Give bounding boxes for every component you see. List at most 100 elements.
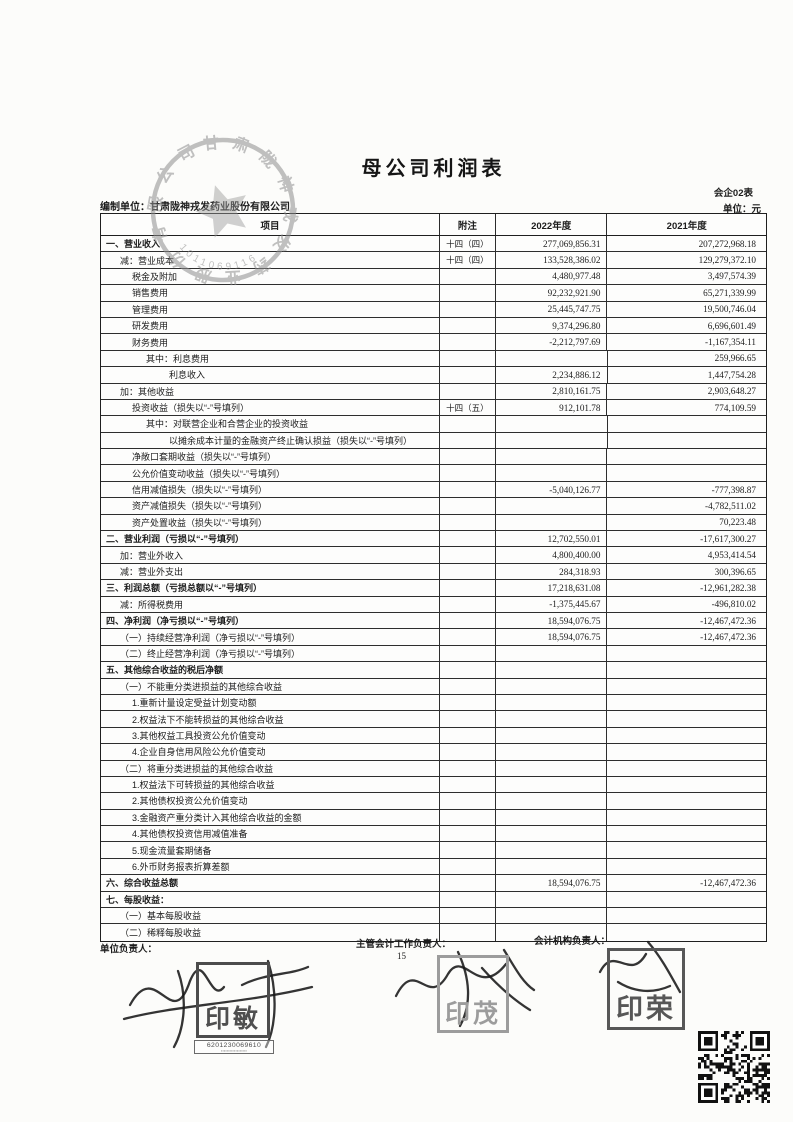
row-note [440, 317, 496, 334]
row-2022-value [496, 449, 608, 465]
seal-text: 印敏 [204, 1005, 261, 1033]
row-2022-value: 4,480,977.48 [496, 268, 608, 285]
table-row: 净敞口套期收益（损失以“-”号填列） [101, 449, 766, 466]
row-note [440, 301, 496, 317]
row-2021-value: -777,398.87 [711, 484, 756, 495]
row-item-label: （二）将重分类进损益的其他综合收益 [101, 760, 440, 776]
row-item-label: 税金及附加 [101, 268, 440, 285]
table-row: 其中：利息费用 259,966.65 [101, 350, 766, 368]
row-2022-value [496, 924, 608, 941]
row-item-label: （一）持续经营净利润（净亏损以“-”号填列） [101, 629, 440, 645]
row-note: 十四（四） [440, 252, 496, 268]
row-2021-value [607, 695, 766, 710]
row-2021-value: 70,223.48 [719, 517, 756, 528]
row-2021-value: -496,810.02 [711, 599, 757, 610]
row-2021-value [607, 662, 766, 677]
row-2021-value [607, 711, 766, 726]
row-note [440, 481, 496, 498]
row-2022-value [496, 711, 608, 727]
row-2022-value [496, 858, 608, 875]
row-2021-value [607, 777, 766, 792]
row-note [440, 727, 496, 744]
row-2021-value [607, 449, 766, 464]
row-2021-value: 6,696,601.49 [707, 320, 756, 331]
row-note [440, 793, 496, 809]
row-2022-value: 92,232,921.90 [496, 285, 608, 301]
row-item-label: 2.其他债权投资公允价值变动 [101, 793, 440, 809]
table-row: 公允价值变动收益（损失以“-”号填列） [101, 465, 766, 482]
row-note [440, 531, 496, 547]
row-2021-value [607, 908, 766, 923]
row-item-label: 减：营业外支出 [101, 563, 440, 580]
row-item-label: 三、利润总额（亏损总额以“-”号填列） [101, 580, 440, 596]
row-2022-value [496, 645, 608, 662]
row-note [440, 334, 496, 350]
row-note [440, 858, 496, 875]
row-note [440, 563, 496, 580]
row-2022-value [496, 842, 608, 858]
seal-text: 印茂 [444, 1000, 501, 1028]
row-item-label: 6.外币财务报表折算差额 [101, 858, 440, 875]
row-item-label: 财务费用 [101, 334, 440, 350]
row-2021-value: 207,272,968.18 [698, 238, 756, 249]
row-2021-value: -4,782,511.02 [705, 500, 756, 511]
row-item-label: 二、营业利润（亏损以“-”号填列） [101, 531, 440, 547]
row-note [440, 924, 496, 941]
row-item-label: 3.金融资产重分类计入其他综合收益的金额 [101, 809, 440, 826]
table-row: 3.其他权益工具投资公允价值变动 [101, 727, 766, 745]
qr-code [698, 1031, 770, 1103]
name-seal-yin-mao: 印茂 [437, 955, 509, 1033]
row-item-label: （一）不能重分类进损益的其他综合收益 [101, 678, 440, 694]
table-row: 2.权益法下不能转损益的其他综合收益 [101, 711, 766, 728]
table-header-row: 项目 附注 2022年度 2021年度 [101, 214, 766, 236]
row-2022-value: 277,069,856.31 [496, 236, 608, 252]
table-row: （二）终止经营净利润（净亏损以“-”号填列） [101, 645, 766, 663]
row-2022-value [496, 908, 608, 924]
row-item-label: 1.重新计量设定受益计划变动额 [101, 694, 440, 711]
row-2022-value: 2,810,161.75 [496, 383, 608, 399]
row-2021-value: 3,497,574.39 [707, 271, 756, 282]
row-note [440, 908, 496, 924]
row-item-label: 资产处置收益（损失以“-”号填列） [101, 514, 440, 531]
row-2021-value: 65,271,339.99 [703, 287, 756, 298]
row-note [440, 744, 496, 760]
row-2021-value [607, 924, 766, 940]
row-item-label: 其中：对联营企业和合营企业的投资收益 [101, 416, 441, 432]
table-row: 加：营业外收入 4,800,400.00 4,953,414.54 [101, 547, 766, 564]
row-2022-value: 25,445,747.75 [496, 301, 608, 317]
row-note [440, 875, 496, 891]
table-row: （二）稀释每股收益 [101, 924, 766, 941]
table-row: 4.企业自身信用风险公允价值变动 [101, 744, 766, 761]
row-2022-value: 284,318.93 [496, 563, 608, 580]
row-2022-value: 17,218,631.08 [496, 580, 608, 596]
row-item-label: 七、每股收益： [101, 891, 440, 908]
row-2022-value: -1,375,445.67 [496, 596, 608, 612]
row-2021-value: 774,109.59 [714, 402, 756, 413]
row-item-label: 公允价值变动收益（损失以“-”号填列） [101, 465, 440, 481]
head-of-unit-label: 单位负责人： [100, 944, 158, 955]
table-row: 以摊余成本计量的金融资产终止确认损益（损失以“-”号填列） [101, 432, 766, 450]
seal-text: 印荣 [616, 994, 676, 1025]
row-item-label: 管理费用 [101, 301, 440, 317]
row-note [440, 498, 496, 514]
row-2022-value [496, 350, 608, 367]
row-item-label: 4.其他债权投资信用减值准备 [101, 826, 440, 842]
row-2021-value [607, 646, 766, 661]
row-2021-value: -12,467,472.36 [700, 615, 756, 626]
table-row: 其中：对联营企业和合营企业的投资收益 [101, 416, 766, 433]
row-note [440, 842, 496, 858]
row-2022-value [496, 498, 608, 514]
table-row: 一、营业收入 十四（四） 277,069,856.31 207,272,968.18 [101, 236, 766, 253]
table-row: 七、每股收益： [101, 891, 766, 909]
row-item-label: 五、其他综合收益的税后净额 [101, 662, 440, 678]
row-2021-value [607, 679, 766, 694]
seal-number-strip: 6201230069610 ▪▪▪▪▪▪▪▪▪▪▪▪▪▪▪▪▪▪ [194, 1040, 274, 1054]
row-item-label: 加：营业外收入 [101, 547, 440, 563]
row-2021-value: 129,279,372.10 [698, 255, 757, 266]
row-2022-value: 912,101.78 [496, 399, 608, 416]
table-row: 6.外币财务报表折算差额 [101, 858, 766, 876]
row-2021-value [607, 810, 766, 825]
row-item-label: （二）终止经营净利润（净亏损以“-”号填列） [101, 645, 440, 662]
row-item-label: 其中：利息费用 [101, 350, 441, 367]
